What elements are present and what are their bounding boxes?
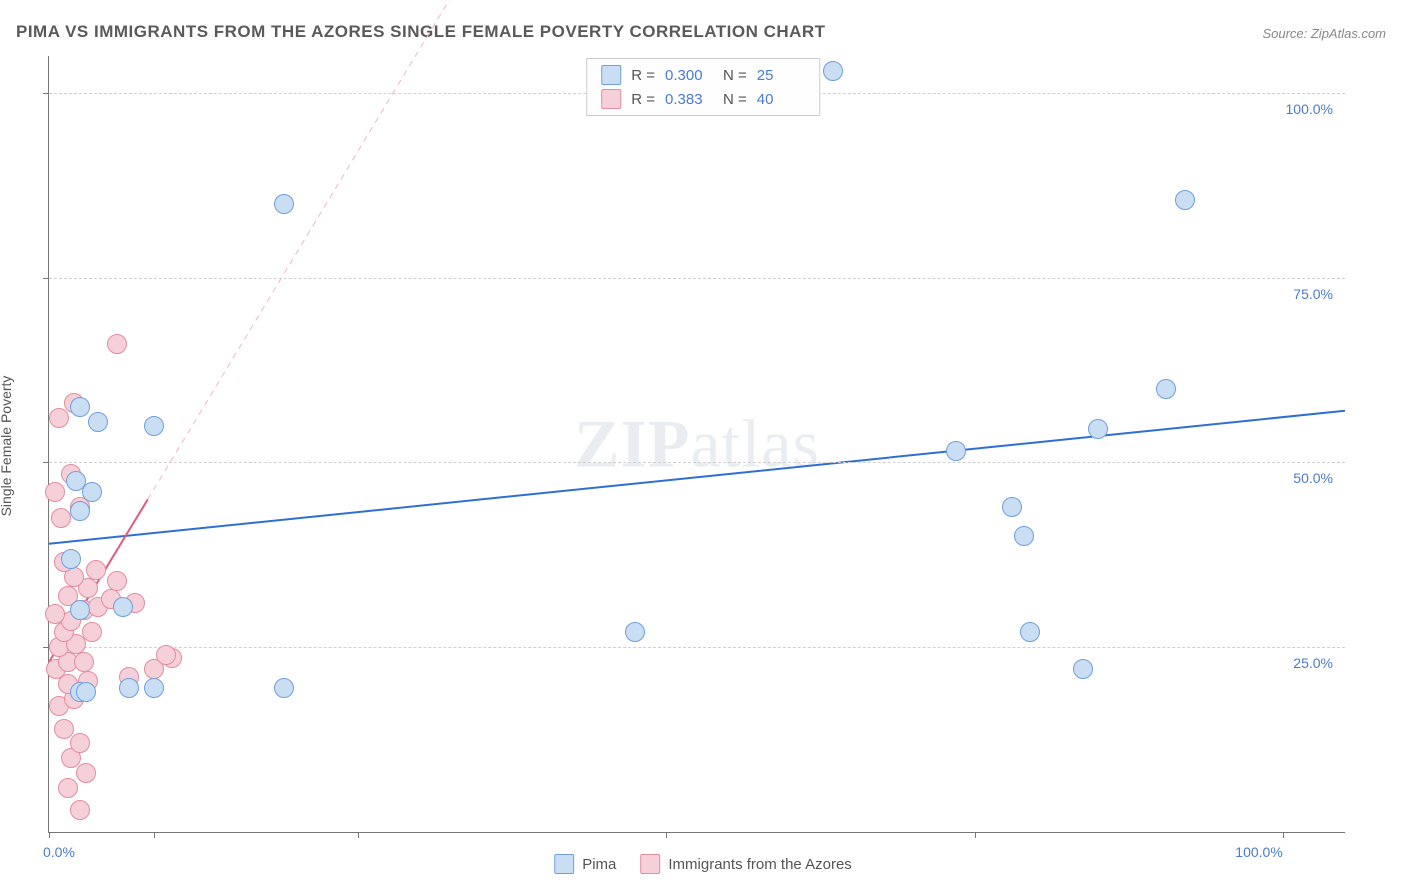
legend-swatch <box>601 89 621 109</box>
y-tick-label: 25.0% <box>1293 655 1333 671</box>
legend-row: R = 0.300 N = 25 <box>601 63 805 87</box>
x-tick <box>1283 832 1284 838</box>
scatter-point <box>54 719 74 739</box>
scatter-point <box>51 508 71 528</box>
scatter-point <box>70 733 90 753</box>
scatter-point <box>88 412 108 432</box>
scatter-point <box>70 501 90 521</box>
scatter-point <box>61 549 81 569</box>
legend-r-value: 0.300 <box>665 67 713 84</box>
y-tick <box>43 93 49 94</box>
grid-line <box>49 462 1345 463</box>
legend-swatch <box>601 65 621 85</box>
trend-line <box>49 411 1345 544</box>
y-tick-label: 75.0% <box>1293 286 1333 302</box>
scatter-point <box>625 622 645 642</box>
scatter-point <box>70 800 90 820</box>
scatter-point <box>1088 419 1108 439</box>
scatter-point <box>1002 497 1022 517</box>
legend-item: Immigrants from the Azores <box>640 854 851 874</box>
scatter-point <box>82 622 102 642</box>
y-axis-title: Single Female Poverty <box>0 376 14 517</box>
scatter-point <box>45 604 65 624</box>
x-tick <box>975 832 976 838</box>
legend-n-label: N = <box>723 91 747 108</box>
scatter-point <box>49 408 69 428</box>
scatter-point <box>76 763 96 783</box>
plot-area: ZIPatlas 25.0%50.0%75.0%100.0%0.0%100.0% <box>48 56 1345 833</box>
y-tick <box>43 462 49 463</box>
scatter-point <box>45 482 65 502</box>
chart-container: PIMA VS IMMIGRANTS FROM THE AZORES SINGL… <box>0 0 1406 892</box>
legend-label: Immigrants from the Azores <box>668 856 851 873</box>
scatter-point <box>66 471 86 491</box>
scatter-point <box>274 194 294 214</box>
scatter-point <box>274 678 294 698</box>
legend-n-value: 25 <box>757 67 805 84</box>
legend-swatch <box>554 854 574 874</box>
scatter-point <box>58 778 78 798</box>
legend-n-value: 40 <box>757 91 805 108</box>
scatter-point <box>1014 526 1034 546</box>
scatter-point <box>86 560 106 580</box>
scatter-point <box>156 645 176 665</box>
watermark: ZIPatlas <box>574 405 820 484</box>
grid-line <box>49 647 1345 648</box>
x-tick <box>49 832 50 838</box>
legend-item: Pima <box>554 854 616 874</box>
scatter-point <box>1020 622 1040 642</box>
scatter-point <box>113 597 133 617</box>
x-tick <box>358 832 359 838</box>
legend-r-value: 0.383 <box>665 91 713 108</box>
scatter-point <box>74 652 94 672</box>
scatter-point <box>946 441 966 461</box>
scatter-point <box>107 334 127 354</box>
scatter-point <box>119 678 139 698</box>
legend-r-label: R = <box>631 91 655 108</box>
y-tick-label: 50.0% <box>1293 470 1333 486</box>
grid-line <box>49 278 1345 279</box>
scatter-point <box>823 61 843 81</box>
x-tick <box>666 832 667 838</box>
legend-n-label: N = <box>723 67 747 84</box>
x-tick <box>154 832 155 838</box>
series-legend: Pima Immigrants from the Azores <box>554 854 852 874</box>
x-tick-label: 0.0% <box>43 844 75 860</box>
x-tick-label: 100.0% <box>1235 844 1282 860</box>
scatter-point <box>1175 190 1195 210</box>
scatter-point <box>76 682 96 702</box>
correlation-legend: R = 0.300 N = 25 R = 0.383 N = 40 <box>586 58 820 116</box>
chart-title: PIMA VS IMMIGRANTS FROM THE AZORES SINGL… <box>16 22 826 42</box>
y-tick-label: 100.0% <box>1286 101 1333 117</box>
legend-r-label: R = <box>631 67 655 84</box>
scatter-point <box>1156 379 1176 399</box>
scatter-point <box>144 416 164 436</box>
y-tick <box>43 278 49 279</box>
scatter-point <box>107 571 127 591</box>
trend-line <box>148 0 518 499</box>
scatter-point <box>70 600 90 620</box>
legend-label: Pima <box>582 856 616 873</box>
trend-lines-layer <box>49 56 1345 832</box>
source-attribution: Source: ZipAtlas.com <box>1262 26 1386 41</box>
legend-swatch <box>640 854 660 874</box>
legend-row: R = 0.383 N = 40 <box>601 87 805 111</box>
scatter-point <box>70 397 90 417</box>
scatter-point <box>1073 659 1093 679</box>
scatter-point <box>144 678 164 698</box>
